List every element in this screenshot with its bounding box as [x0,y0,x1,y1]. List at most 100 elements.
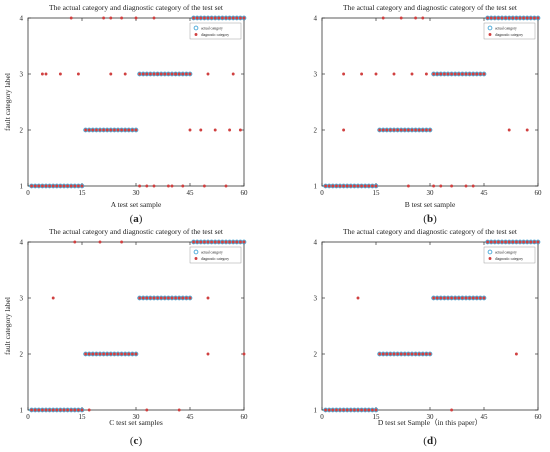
panel-caption-open: ( [423,213,427,225]
data-point-diagnostic [58,408,62,412]
data-point-diagnostic [231,16,235,20]
data-point-diagnostic [58,72,62,76]
data-point-diagnostic [496,240,500,244]
x-tick-label: 15 [79,413,87,421]
data-point-diagnostic [338,408,342,412]
x-tick-label: 30 [133,189,141,197]
y-tick-label: 2 [314,351,318,359]
data-point-diagnostic [134,128,138,132]
legend-label-diagnostic: diagnostic category [495,33,523,37]
series-actual-category [29,239,247,413]
data-point-diagnostic [94,128,98,132]
y-tick-label: 3 [20,295,24,303]
data-point-diagnostic [206,16,210,20]
data-point-diagnostic [496,16,500,20]
legend-box [483,22,536,40]
data-point-diagnostic [184,296,188,300]
data-point-diagnostic [112,128,116,132]
legend-marker-diagnostic [194,257,198,260]
series-diagnostic-category [324,240,540,412]
data-point-diagnostic [98,352,102,356]
x-tick-label: 60 [241,413,249,421]
panel-caption-close: ) [433,435,437,447]
data-point-diagnostic [414,352,418,356]
data-point-diagnostic [206,72,210,76]
data-point-diagnostic [345,408,349,412]
data-point-diagnostic [177,296,181,300]
legend: actual category diagnostic category [189,246,242,264]
data-point-diagnostic [486,16,490,20]
data-point-diagnostic [406,352,410,356]
y-tick-label: 4 [314,15,318,23]
data-point-diagnostic [102,352,106,356]
data-point-diagnostic [116,352,120,356]
data-point-diagnostic [360,184,364,188]
x-tick-label: 30 [427,413,435,421]
panel-caption: (d) [423,435,437,447]
data-point-diagnostic [170,296,174,300]
data-point-diagnostic [507,16,511,20]
data-point-diagnostic [432,72,436,76]
data-point-diagnostic [475,296,479,300]
data-point-diagnostic [432,184,436,188]
data-point-diagnostic [141,72,145,76]
data-point-diagnostic [392,128,396,132]
chart-panel-b: The actual category and diagnostic categ… [314,3,543,225]
data-point-diagnostic [94,352,98,356]
data-point-diagnostic [66,184,70,188]
x-tick-label: 30 [133,413,141,421]
series-actual-category [323,239,541,413]
data-point-diagnostic [163,296,167,300]
data-point-diagnostic [367,184,371,188]
data-point-diagnostic [414,128,418,132]
data-point-diagnostic [87,128,91,132]
data-point-actual [427,351,433,357]
data-point-diagnostic [192,16,196,20]
data-point-diagnostic [177,72,181,76]
data-point-diagnostic [417,128,421,132]
data-point-diagnostic [217,240,221,244]
data-point-diagnostic [130,352,134,356]
panel-caption-open: ( [423,435,427,447]
data-point-diagnostic [406,128,410,132]
data-point-diagnostic [105,352,109,356]
data-point-diagnostic [210,240,214,244]
data-point-diagnostic [228,16,232,20]
data-point-diagnostic [37,408,41,412]
panel-caption-letter: a [133,213,139,225]
data-point-diagnostic [450,296,454,300]
data-point-diagnostic [374,72,378,76]
panel-caption-letter: b [427,213,433,225]
data-point-diagnostic [80,184,84,188]
data-point-diagnostic [138,72,142,76]
data-point-diagnostic [428,128,432,132]
legend: actual category diagnostic category [189,22,242,40]
data-point-diagnostic [69,16,73,20]
data-point-diagnostic [525,16,529,20]
data-point-diagnostic [231,72,235,76]
data-point-diagnostic [392,352,396,356]
data-point-diagnostic [493,16,497,20]
data-point-diagnostic [482,296,486,300]
data-point-diagnostic [192,240,196,244]
data-point-diagnostic [170,72,174,76]
data-point-diagnostic [403,128,407,132]
data-point-actual [133,351,139,357]
data-point-diagnostic [450,184,454,188]
data-point-diagnostic [532,240,536,244]
data-point-diagnostic [424,352,428,356]
data-point-diagnostic [385,128,389,132]
data-point-diagnostic [152,16,156,20]
data-point-diagnostic [360,408,364,412]
data-point-actual [133,127,139,133]
data-point-diagnostic [145,296,149,300]
data-point-diagnostic [511,16,515,20]
data-point-diagnostic [378,352,382,356]
data-point-diagnostic [432,296,436,300]
data-point-diagnostic [40,72,44,76]
data-point-diagnostic [374,184,378,188]
data-point-diagnostic [213,240,217,244]
data-point-diagnostic [460,296,464,300]
y-tick-label: 4 [314,239,318,247]
data-point-diagnostic [210,16,214,20]
